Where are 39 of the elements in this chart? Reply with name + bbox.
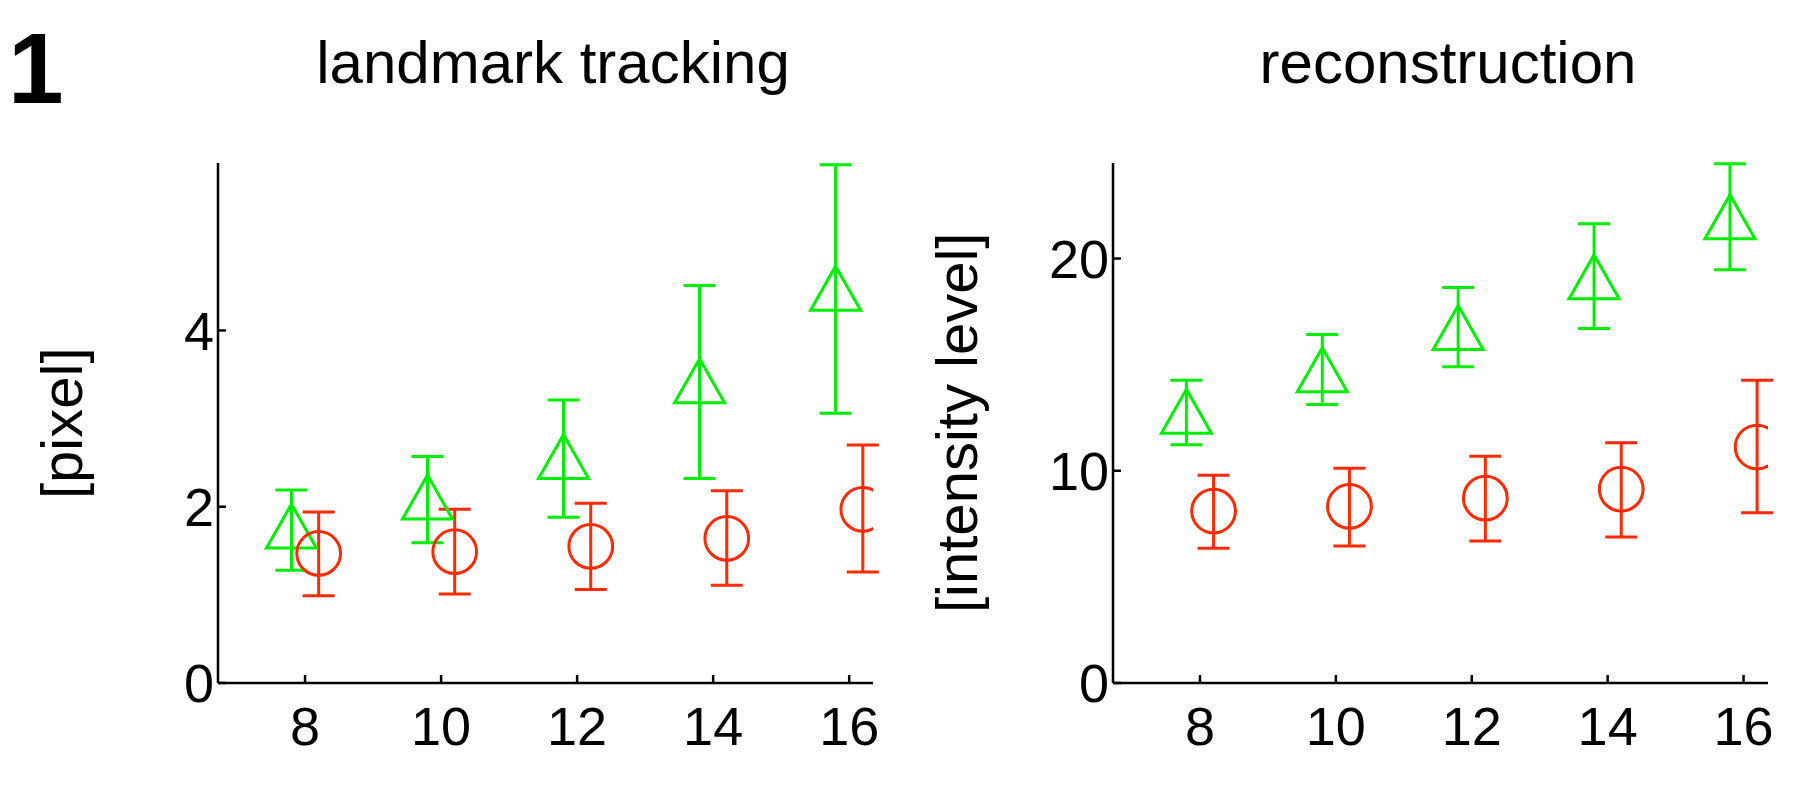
point [809, 264, 863, 312]
point [1431, 303, 1485, 351]
x-tick-label: 14 [683, 696, 744, 757]
y-tick-label: 20 [1048, 228, 1109, 289]
x-tick-label: 16 [1713, 696, 1774, 757]
x-tick-label: 14 [1577, 696, 1638, 757]
point [537, 432, 591, 480]
point [1159, 387, 1213, 435]
y-tick-label: 4 [183, 300, 214, 361]
point [1190, 487, 1237, 535]
point [400, 473, 454, 521]
point [431, 528, 479, 575]
chart-title: reconstruction [1258, 28, 1638, 97]
point [295, 530, 343, 577]
x-tick-label: 8 [1184, 696, 1215, 757]
point [1567, 253, 1621, 301]
text: 1 [8, 12, 64, 124]
x-tick-label: 16 [819, 696, 880, 757]
point [264, 502, 318, 550]
point [1597, 465, 1645, 513]
y-tick-label: 2 [183, 476, 214, 537]
chart-title: landmark tracking [315, 28, 791, 97]
y-tick-label: 0 [1078, 653, 1109, 714]
point [1326, 483, 1373, 530]
point [567, 523, 615, 570]
point [1703, 193, 1757, 241]
x-tick-label: 10 [1305, 696, 1366, 757]
x-tick-label: 8 [290, 696, 321, 757]
point [703, 515, 751, 562]
x-tick-label: 12 [547, 696, 608, 757]
point [1461, 474, 1509, 522]
y-tick-label: 0 [183, 653, 214, 714]
x-tick-label: 10 [411, 696, 472, 757]
x-tick-label: 12 [1441, 696, 1502, 757]
point [673, 357, 727, 405]
y-axis-title: [intensity level] [923, 231, 990, 616]
point [1295, 346, 1349, 394]
y-tick-label: 10 [1048, 440, 1109, 501]
y-axis-title: [pixel] [28, 346, 95, 501]
